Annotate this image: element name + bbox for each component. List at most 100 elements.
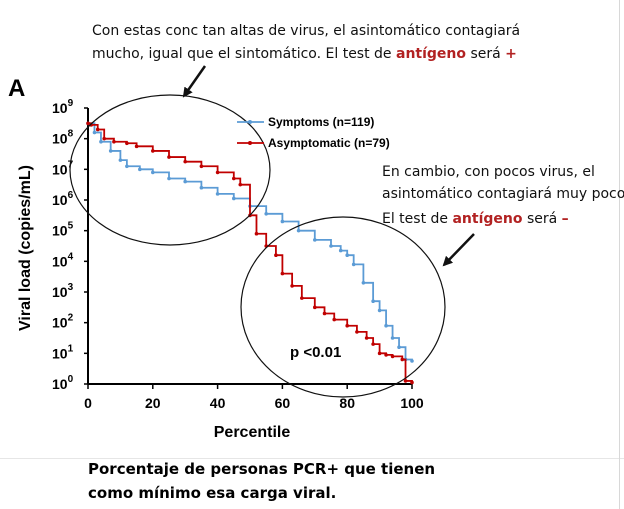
top-arrow — [182, 65, 207, 98]
point-asymptomatic — [355, 330, 359, 334]
point-symptoms — [118, 158, 123, 162]
point-asymptomatic — [102, 136, 106, 141]
point-asymptomatic — [384, 353, 388, 357]
highlight-ellipse-low-load — [240, 216, 446, 398]
y-tick-label: 108 — [52, 129, 74, 147]
highlight-ellipse-high-load — [69, 94, 271, 246]
y-tick-label: 101 — [52, 343, 74, 361]
x-tick-label: 100 — [400, 395, 424, 411]
x-tick-label: 40 — [210, 395, 226, 411]
point-symptoms — [199, 185, 204, 190]
point-symptoms — [108, 149, 113, 153]
point-asymptomatic — [390, 354, 395, 359]
annotation-right-line3: El test de antígeno será – — [382, 211, 569, 227]
series-line-symptoms — [88, 122, 413, 361]
annotation-top-sign: + — [505, 46, 517, 62]
point-asymptomatic — [377, 351, 382, 356]
annotation-right-highlight: antígeno — [452, 211, 522, 227]
point-symptoms — [390, 336, 395, 340]
point-asymptomatic — [199, 164, 204, 169]
point-symptoms — [92, 130, 97, 135]
point-asymptomatic — [86, 121, 90, 126]
y-tick-label: 103 — [52, 282, 74, 300]
annotation-top-line2-mid: será — [466, 46, 505, 62]
point-symptoms — [377, 308, 382, 313]
point-asymptomatic — [280, 271, 285, 276]
y-tick-label: 105 — [52, 221, 74, 239]
y-tick-label: 109 — [52, 98, 74, 116]
point-symptoms — [313, 238, 317, 242]
point-asymptomatic — [151, 149, 155, 153]
point-symptoms — [329, 244, 333, 248]
legend-label-symptoms: Symptoms (n=119) — [268, 115, 374, 129]
point-symptoms — [232, 196, 236, 201]
x-tick-label: 20 — [145, 395, 161, 411]
series-line-asymptomatic — [88, 122, 413, 383]
annotation-top-line2: mucho, igual que el sintomático. El test… — [92, 46, 517, 62]
point-asymptomatic — [410, 380, 414, 385]
y-axis-label: Viral load (copies/mL) — [17, 165, 34, 331]
legend: Symptoms (n=119) Asymptomatic (n=79) — [237, 115, 390, 150]
point-asymptomatic — [345, 323, 350, 328]
annotation-right-line3-pre: El test de — [382, 211, 452, 227]
point-symptoms — [167, 176, 171, 181]
x-ticks: 0 20 40 60 80 100 — [84, 384, 424, 411]
point-asymptomatic — [313, 305, 317, 310]
point-symptoms — [410, 359, 414, 363]
point-symptoms — [361, 281, 366, 285]
annotation-right-sign: – — [562, 211, 569, 227]
point-symptoms — [183, 179, 187, 184]
caption-line1: Porcentaje de personas PCR+ que tienen — [88, 460, 435, 478]
point-symptoms — [99, 139, 103, 144]
point-symptoms — [371, 299, 375, 304]
caption-separator — [0, 458, 624, 459]
annotation-right-line2: asintomático contagiará muy poco. — [382, 186, 624, 202]
annotation-top-line2-pre: mucho, igual que el sintomático. El test… — [92, 46, 396, 62]
annotation-top-highlight: antígeno — [396, 46, 466, 62]
right-edge-line — [619, 0, 620, 509]
point-symptoms — [215, 192, 220, 196]
point-asymptomatic — [300, 296, 304, 300]
y-tick-label: 100 — [52, 374, 74, 392]
point-asymptomatic — [112, 139, 116, 144]
y-tick-label: 106 — [52, 190, 74, 208]
x-tick-label: 60 — [275, 395, 291, 411]
point-symptoms — [151, 170, 155, 175]
point-symptoms — [138, 167, 142, 172]
point-symptoms — [345, 253, 350, 257]
right-arrow — [442, 233, 475, 267]
point-asymptomatic — [332, 317, 337, 322]
point-asymptomatic — [364, 336, 369, 340]
annotation-right-line3-mid: será — [523, 211, 562, 227]
point-symptoms — [397, 345, 401, 350]
point-asymptomatic — [183, 159, 187, 164]
point-symptoms — [125, 164, 129, 169]
caption-line2: como mínimo esa carga viral. — [88, 484, 336, 502]
point-symptoms — [384, 323, 388, 328]
p-value-annotation: p <0.01 — [290, 344, 341, 361]
point-asymptomatic — [322, 311, 327, 316]
point-asymptomatic — [238, 182, 243, 187]
panel-label: A — [8, 75, 25, 102]
point-asymptomatic — [274, 253, 278, 257]
annotation-right-line1: En cambio, con pocos virus, el — [382, 164, 595, 180]
legend-marker-asymptomatic — [248, 141, 252, 145]
point-asymptomatic — [371, 342, 375, 346]
series-layer — [86, 121, 414, 385]
point-asymptomatic — [232, 176, 236, 181]
point-symptoms — [296, 228, 301, 233]
annotation-top-line1: Con estas conc tan altas de virus, el as… — [92, 23, 520, 39]
legend-marker-symptoms — [248, 120, 252, 124]
point-asymptomatic — [254, 231, 259, 236]
x-axis-label: Percentile — [214, 424, 291, 441]
x-tick-label: 0 — [84, 395, 92, 411]
point-asymptomatic — [290, 284, 294, 288]
point-symptoms — [280, 219, 285, 224]
point-symptoms — [264, 212, 269, 216]
y-tick-label: 104 — [52, 251, 74, 269]
point-symptoms — [338, 248, 343, 253]
x-tick-label: 80 — [339, 395, 355, 411]
point-asymptomatic — [125, 141, 129, 146]
